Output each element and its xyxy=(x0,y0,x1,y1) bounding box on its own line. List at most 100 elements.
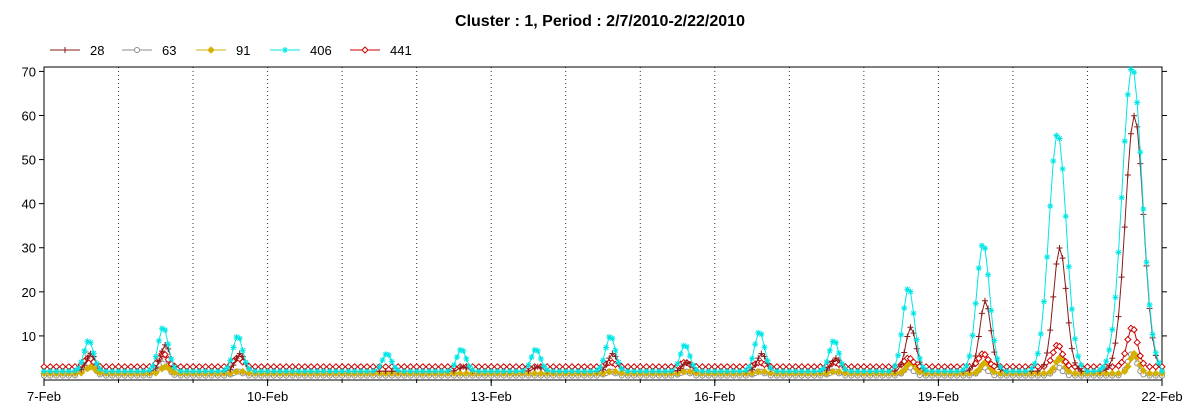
series-406 xyxy=(41,66,1165,375)
series-91-point xyxy=(1108,369,1117,378)
series-406-point xyxy=(214,368,221,375)
series-28-point xyxy=(603,362,610,369)
series-406-point xyxy=(879,368,886,375)
series-406-point xyxy=(295,368,302,375)
series-406-point xyxy=(832,339,839,346)
series-406-point xyxy=(1155,359,1162,366)
series-406-point xyxy=(991,337,998,344)
series-406-point xyxy=(860,368,867,375)
series-28-point xyxy=(159,348,166,355)
series-91-point xyxy=(170,368,179,377)
legend: 28 63 91 406 441 xyxy=(50,43,412,58)
series-406-point xyxy=(159,325,166,332)
series-406-point xyxy=(488,368,495,375)
legend-item-406: 406 xyxy=(270,43,332,58)
series-28-point xyxy=(1131,112,1138,119)
series-406-point xyxy=(895,352,902,359)
series-406-point xyxy=(525,362,532,369)
series-406-point xyxy=(239,347,246,354)
series-91-point xyxy=(760,367,769,376)
series-406-point xyxy=(804,368,811,375)
series-91-point xyxy=(975,366,983,374)
series-406-point xyxy=(1059,165,1066,172)
y-tick-label: 20 xyxy=(22,285,36,300)
series-28-point xyxy=(450,367,457,374)
series-28-point xyxy=(531,365,538,372)
series-91-point xyxy=(239,367,247,376)
series-406-point xyxy=(282,47,288,53)
series-406-point xyxy=(1072,335,1079,342)
series-406-point xyxy=(854,368,861,375)
series-406-point xyxy=(81,347,88,354)
series-28-point xyxy=(81,362,88,369)
series-406-point xyxy=(466,363,473,370)
series-28-point xyxy=(755,355,762,362)
series-406-point xyxy=(463,355,470,362)
legend-item-63: 63 xyxy=(122,43,176,58)
series-28-point xyxy=(1124,171,1131,178)
series-406-point xyxy=(47,368,54,375)
series-91-point xyxy=(232,368,241,376)
series-28-point xyxy=(62,47,68,53)
series-406-point xyxy=(1044,254,1051,261)
series-28-line xyxy=(44,115,1163,372)
series-28-point xyxy=(457,365,464,372)
plot-area-frame xyxy=(43,66,1163,381)
series-406-point xyxy=(637,368,644,375)
series-406-point xyxy=(242,359,249,366)
series-406-point xyxy=(258,368,265,375)
series-91-point xyxy=(462,369,471,378)
series-406-point xyxy=(655,368,662,375)
series-406-point xyxy=(773,368,780,375)
series-406-point xyxy=(544,367,551,374)
series-406-point xyxy=(1159,368,1165,375)
series-406-point xyxy=(913,336,920,343)
series-406-point xyxy=(457,346,464,353)
series-406-point xyxy=(469,367,476,374)
legend-item-28: 28 xyxy=(50,43,104,58)
series-406-point xyxy=(609,335,616,342)
series-406-point xyxy=(264,368,271,375)
series-406-point xyxy=(41,368,47,375)
series-28-point xyxy=(1137,160,1144,167)
series-406-point xyxy=(407,368,414,375)
series-28-point xyxy=(749,366,756,373)
series-406-point xyxy=(947,368,954,375)
series-406-point xyxy=(826,347,833,354)
series-406-point xyxy=(1152,349,1159,356)
series-28-point xyxy=(826,363,833,370)
series-406-point xyxy=(301,368,308,375)
series-406-point xyxy=(65,368,72,375)
series-28-point xyxy=(972,353,979,360)
series-28-point xyxy=(969,363,976,370)
series-406-point xyxy=(693,366,700,373)
series-406-point xyxy=(78,359,85,366)
series-91-point xyxy=(822,369,831,377)
series-406-point xyxy=(227,357,234,364)
series-28-point xyxy=(752,362,759,369)
series-406-point xyxy=(171,364,178,371)
x-tick-label: 22-Feb xyxy=(1141,389,1182,404)
series-441-point xyxy=(909,358,918,366)
x-axis: 7-Feb 10-Feb 13-Feb 16-Feb 19-Feb 22-Feb xyxy=(27,380,1183,404)
series-406-point xyxy=(320,368,327,375)
series-406-point xyxy=(1131,69,1138,76)
series-406-point xyxy=(891,363,898,370)
series-406-point xyxy=(519,367,526,374)
series-91-point xyxy=(1127,354,1135,363)
series-28-point xyxy=(1034,368,1041,375)
series-406-point xyxy=(1127,66,1134,73)
series-91-point xyxy=(754,368,762,376)
series-406-point xyxy=(177,368,184,375)
series-406-point xyxy=(1016,368,1023,375)
series-406-point xyxy=(162,327,169,334)
series-91-point xyxy=(1052,358,1061,366)
series-406-point xyxy=(575,368,582,375)
series-406-point xyxy=(848,368,855,375)
series-406-point xyxy=(444,367,451,374)
series-406-point xyxy=(534,347,541,354)
series-406-point xyxy=(752,341,759,348)
series-406-point xyxy=(1109,326,1116,333)
series-441-point xyxy=(1055,342,1064,351)
series-91-point xyxy=(900,366,908,374)
